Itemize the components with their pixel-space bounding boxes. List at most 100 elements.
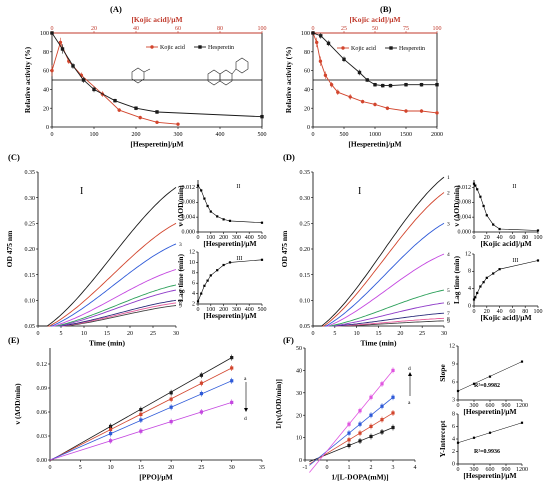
data-point [199,373,204,377]
data-point [358,439,362,443]
data-point [474,184,477,187]
data-point [476,188,479,191]
axis-frame [457,414,522,465]
trend-arrow-head [408,372,412,376]
data-point [92,87,96,92]
x-tick-label: 0 [197,235,200,241]
curve-number: 8 [447,316,450,322]
y-tick-label: 12 [189,249,195,255]
data-point [479,285,482,288]
arrow-label-start: d [408,366,411,372]
x-tick-label: 1500 [400,132,412,138]
y-tick-label: 0.03 [37,434,48,440]
x-tick-label: 300 [174,132,183,138]
x-tick-label: 30 [229,465,235,471]
y-tick-label: 10 [296,436,302,442]
data-point [520,421,524,424]
data-point [342,57,346,62]
data-point [456,389,460,393]
data-point [319,34,323,38]
x-tick-label: 500 [258,132,267,138]
x-tick-label: 15 [138,465,144,471]
y-axis-label: Lag time (min) [452,256,461,304]
x-tick-label: 30 [173,331,179,337]
fit-line [309,370,394,473]
y-tick-label: 8 [468,269,471,275]
data-point [347,431,351,435]
y-tick-label: 10 [189,260,195,266]
x-tick-label: 0 [51,132,54,138]
x-tick-label: 2000 [431,132,443,138]
data-point [369,395,373,399]
data-point [357,70,362,75]
data-point [380,382,384,386]
axis-frame [37,172,176,327]
kinetic-curve [313,289,445,327]
y-tick-label: 0.05 [300,324,311,330]
x-axis-label: [Hesperetin]/μM [203,239,256,248]
x-tick-label: 300 [470,467,479,473]
data-point [385,106,390,110]
data-point [373,102,377,107]
top-x-tick-label: 25 [341,26,347,32]
data-point [323,73,328,78]
kinetic-curve [38,222,177,327]
x-tick-label: 3 [392,465,395,471]
data-point [347,438,351,442]
y-tick-label: 0.10 [25,298,36,304]
data-point [358,409,362,413]
x-tick-label: 25 [150,331,156,337]
y-tick-label: 12 [449,343,455,349]
y-tick-label: 6 [452,379,455,385]
data-point [380,430,384,434]
data-point [134,106,138,110]
data-point [199,381,204,385]
data-point [380,418,384,422]
x-axis-label: Time (min) [89,339,125,348]
y-axis-label: Relative activity (%) [284,46,293,113]
data-point [482,281,485,284]
curve-number: 9 [179,303,182,309]
data-point [230,400,234,404]
data-point [347,422,351,426]
x-tick-label: 15 [104,331,110,337]
data-point [380,404,384,408]
curve-number: 7 [179,298,182,304]
top-x-tick-label: 50 [372,26,378,32]
data-point [150,45,154,49]
data-point [200,292,203,295]
x-tick-label: 10 [81,331,87,337]
x-axis-label: [Hesperetin]/μM [463,407,516,416]
hesperetin-ring-a [207,69,221,86]
data-point [389,46,393,50]
x-tick-label: 0 [326,465,329,471]
y-tick-label: 0.15 [25,273,36,279]
y-tick-label: 100 [301,31,310,37]
y-tick-label: 0.25 [300,221,311,227]
x-tick-label: 600 [486,467,495,473]
x-tick-label: 5 [333,331,336,337]
data-point [479,195,482,198]
y-tick-label: 8 [192,270,195,276]
kinetic-curve [38,269,177,327]
kinetic-curve [313,192,445,327]
data-point [498,227,501,231]
arrow-label-end: d [244,416,247,422]
y-tick-label: 0.000 [458,229,472,235]
data-point [482,204,485,208]
fit-line [309,396,394,466]
data-point [260,114,264,119]
x-tick-label: 80 [522,309,528,315]
data-point [536,229,540,232]
x-tick-label: 100 [90,132,99,138]
data-point [222,263,225,267]
curve-number: 8 [179,301,182,307]
data-point [435,83,439,87]
x-tick-label: 0 [49,465,52,471]
curve-number: 3 [447,221,450,227]
series-line [473,183,539,231]
kinetic-curve [38,284,177,327]
x-tick-label: 200 [132,132,141,138]
data-point [108,428,113,432]
curve-number: 4 [447,252,450,258]
